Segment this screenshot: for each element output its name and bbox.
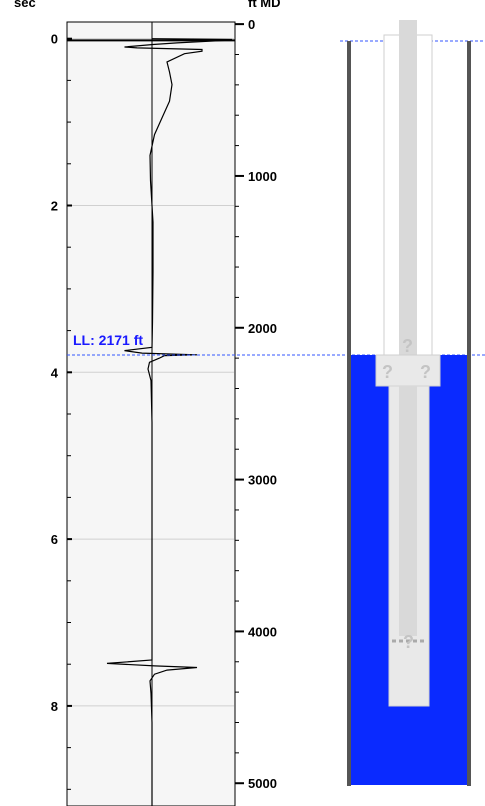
liquid-level-label: LL: 2171 ft xyxy=(73,332,143,348)
time-tick-label: 0 xyxy=(51,32,58,47)
time-tick-label: 8 xyxy=(51,699,58,714)
casing-left xyxy=(347,41,351,786)
echo-trace-line xyxy=(106,38,233,806)
time-tick-label: 6 xyxy=(51,532,58,547)
unknown-mark: ? xyxy=(403,632,414,652)
tubing-anchor xyxy=(375,354,441,387)
depth-axis: 0 1000 2000 3000 4000 5000 xyxy=(235,17,277,791)
depth-tick-label: 1000 xyxy=(248,169,277,184)
unknown-mark: ? xyxy=(420,362,431,382)
depth-tick-label: 4000 xyxy=(248,624,277,639)
casing-right xyxy=(467,41,471,786)
wellbore-diagram: ? ? ? ? xyxy=(340,20,485,786)
rod-lower xyxy=(399,386,417,636)
unknown-mark: ? xyxy=(402,336,413,356)
unknown-mark: ? xyxy=(382,362,393,382)
time-tick-label: 4 xyxy=(51,365,59,380)
time-axis: 0 2 4 6 8 xyxy=(51,32,72,790)
depth-tick-label: 2000 xyxy=(248,321,277,336)
trace-panel xyxy=(66,21,236,806)
depth-axis-label: ft MD xyxy=(248,0,281,10)
depth-tick-label: 0 xyxy=(248,17,255,32)
time-tick-label: 2 xyxy=(51,198,58,213)
time-axis-label: sec xyxy=(14,0,36,10)
depth-tick-label: 5000 xyxy=(248,776,277,791)
tubing-head xyxy=(399,20,417,41)
depth-tick-label: 3000 xyxy=(248,473,277,488)
